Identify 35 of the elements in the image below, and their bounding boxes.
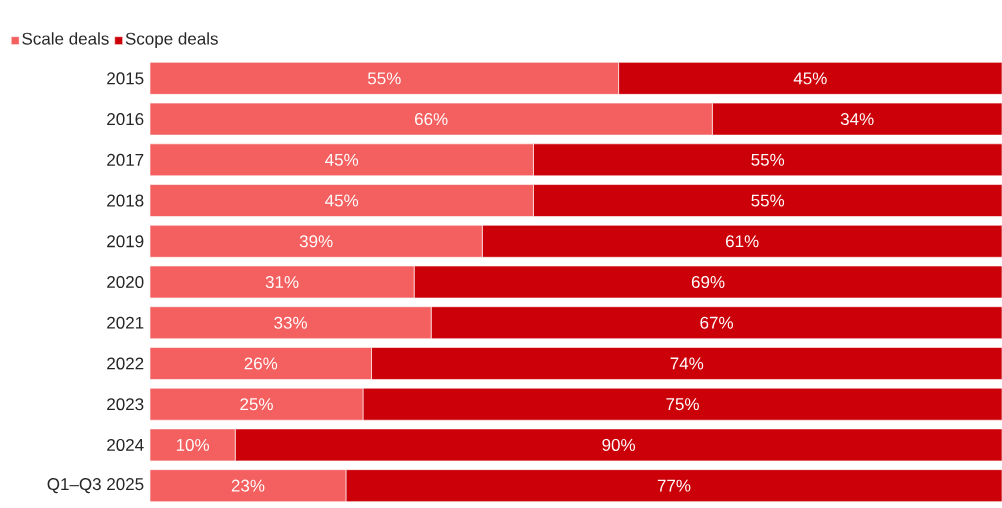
y-tick-label: 2021: [107, 316, 144, 329]
data-label: 45%: [325, 153, 359, 166]
legend-label: Scale deals: [22, 32, 109, 45]
y-tick-label: 2018: [107, 194, 144, 207]
data-label: 23%: [231, 479, 265, 492]
data-label: 67%: [700, 316, 733, 329]
data-label: 77%: [657, 479, 691, 492]
data-label: 45%: [325, 194, 359, 207]
y-tick-label: 2020: [107, 275, 144, 289]
data-label: 55%: [367, 72, 401, 85]
data-label: 66%: [415, 113, 448, 126]
y-tick-label: 2016: [107, 113, 144, 126]
legend-label: Scope deals: [125, 32, 218, 49]
data-label: 39%: [299, 235, 333, 248]
data-label: 10%: [176, 438, 210, 451]
data-label: 90%: [602, 438, 636, 451]
data-label: 69%: [691, 275, 725, 289]
data-label: 26%: [244, 357, 278, 370]
y-tick-label: 2023: [107, 398, 144, 411]
data-label: 75%: [666, 398, 699, 411]
data-label: 74%: [670, 357, 704, 370]
data-label: 55%: [751, 194, 785, 207]
y-tick-label: 2015: [107, 72, 144, 85]
data-label: 25%: [240, 398, 273, 411]
data-label: 31%: [265, 275, 299, 289]
y-tick-label: 2022: [107, 357, 144, 370]
data-label: 45%: [793, 72, 827, 85]
data-label: 55%: [751, 153, 785, 166]
data-label: 34%: [840, 113, 874, 126]
y-tick-label: 2024: [107, 438, 144, 451]
data-label: 33%: [274, 316, 307, 329]
y-tick-label: 2017: [107, 153, 144, 166]
y-tick-label: 2019: [107, 235, 144, 248]
y-tick-label: Q1–Q3 2025: [47, 478, 144, 494]
data-label: 61%: [726, 235, 759, 248]
